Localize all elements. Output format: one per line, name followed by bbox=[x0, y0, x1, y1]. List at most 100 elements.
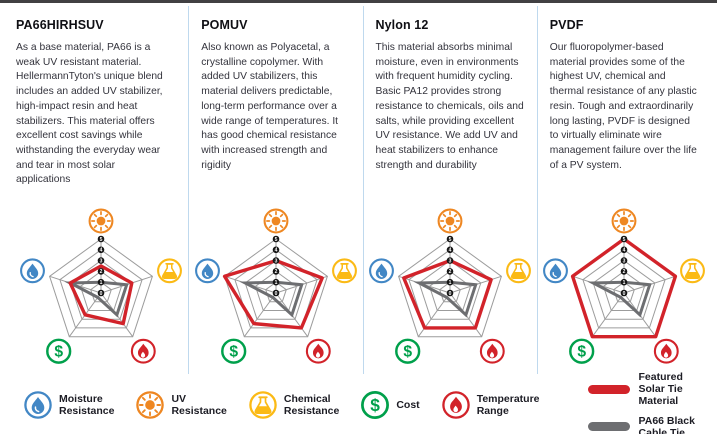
dollar-icon: $ bbox=[361, 391, 390, 419]
flask-icon bbox=[331, 258, 357, 284]
material-title: PVDF bbox=[549, 18, 584, 32]
reference-line-swatch bbox=[587, 422, 630, 432]
svg-text:$: $ bbox=[371, 395, 381, 415]
reference-series-line bbox=[587, 280, 653, 318]
series-row-featured: Featured Solar Tie Material bbox=[587, 371, 711, 408]
svg-text:4: 4 bbox=[449, 248, 452, 254]
flask-icon bbox=[680, 258, 706, 284]
svg-text:4: 4 bbox=[274, 248, 277, 254]
sun-icon bbox=[437, 208, 463, 234]
svg-text:1: 1 bbox=[100, 280, 103, 286]
legend-bar: Moisture Resistance UV Resistance Chemic… bbox=[24, 371, 711, 434]
legend-item-temperature: Temperature Range bbox=[441, 391, 540, 419]
radar-chart-svg: 0 1 2 3 4 5 $ bbox=[20, 208, 183, 364]
svg-text:$: $ bbox=[54, 344, 63, 361]
radar-chart-pomuv: 0 1 2 3 4 5 $ bbox=[189, 198, 362, 374]
featured-line-swatch bbox=[587, 384, 630, 394]
flame-icon bbox=[130, 338, 156, 364]
radar-chart-svg: 0 1 2 3 4 5 $ bbox=[543, 208, 706, 364]
series-label: Featured Solar Tie Material bbox=[638, 371, 683, 408]
svg-text:4: 4 bbox=[100, 248, 103, 254]
featured-series-line bbox=[68, 264, 134, 326]
svg-text:3: 3 bbox=[623, 258, 626, 264]
series-legend: Featured Solar Tie Material PA66 Black C… bbox=[587, 371, 711, 434]
reference-series-line bbox=[64, 280, 129, 318]
legend-item-cost: $ Cost bbox=[361, 391, 420, 419]
svg-text:2: 2 bbox=[100, 269, 103, 275]
dollar-icon: $ bbox=[569, 338, 595, 364]
droplet-icon bbox=[194, 258, 220, 284]
svg-text:5: 5 bbox=[100, 237, 103, 243]
legend-item-moisture: Moisture Resistance bbox=[24, 391, 114, 419]
flame-icon bbox=[305, 338, 331, 364]
svg-text:3: 3 bbox=[100, 258, 103, 264]
droplet-icon bbox=[369, 258, 395, 284]
legend-label: UV Resistance bbox=[171, 392, 227, 417]
svg-text:5: 5 bbox=[449, 237, 452, 243]
dollar-icon: $ bbox=[395, 338, 421, 364]
dollar-icon: $ bbox=[220, 338, 247, 364]
material-description: Our fluoropolymer-based material provide… bbox=[549, 42, 697, 171]
column-pa66hirhsuv: PA66HIRHSUV As a base material, PA66 is … bbox=[14, 6, 188, 374]
svg-text:0: 0 bbox=[100, 291, 103, 297]
flame-icon bbox=[479, 338, 505, 364]
svg-text:3: 3 bbox=[449, 258, 452, 264]
radar-chart-nylon12: 0 1 2 3 4 5 $ bbox=[364, 198, 537, 374]
radar-chart-pvdf: 0 1 2 3 4 5 $ bbox=[538, 198, 711, 374]
flask-icon bbox=[249, 391, 277, 419]
flame-icon bbox=[654, 338, 680, 364]
series-row-pa66: PA66 Black Cable Tie bbox=[587, 414, 711, 434]
material-description: This material absorbs minimal moisture, … bbox=[375, 42, 524, 171]
sun-icon bbox=[611, 208, 637, 234]
material-description: Also known as Polyacetal, a crystalline … bbox=[201, 42, 339, 171]
radar-chart-svg: 0 1 2 3 4 5 $ bbox=[369, 208, 532, 364]
svg-text:0: 0 bbox=[449, 291, 452, 297]
dollar-icon: $ bbox=[46, 338, 72, 364]
legend-label: Moisture Resistance bbox=[59, 392, 115, 417]
material-title: Nylon 12 bbox=[375, 18, 429, 32]
svg-text:0: 0 bbox=[274, 291, 277, 297]
legend-label: Chemical Resistance bbox=[283, 392, 340, 417]
svg-text:5: 5 bbox=[274, 237, 277, 243]
droplet-icon bbox=[543, 258, 569, 284]
column-pvdf: PVDF Our fluoropolymer-based material pr… bbox=[536, 6, 711, 374]
series-label: PA66 Black Cable Tie bbox=[638, 414, 695, 434]
svg-text:5: 5 bbox=[623, 237, 626, 243]
column-nylon12: Nylon 12 This material absorbs minimal m… bbox=[362, 6, 537, 374]
material-title: PA66HIRHSUV bbox=[16, 18, 104, 32]
svg-text:$: $ bbox=[578, 344, 587, 361]
svg-text:0: 0 bbox=[623, 291, 626, 297]
legend-item-chemical: Chemical Resistance bbox=[249, 391, 339, 419]
reference-series-line bbox=[413, 280, 478, 318]
droplet-icon bbox=[24, 391, 52, 419]
svg-text:$: $ bbox=[403, 344, 412, 361]
droplet-icon bbox=[20, 258, 46, 284]
svg-text:$: $ bbox=[229, 344, 238, 361]
legend-item-uv: UV Resistance bbox=[136, 391, 227, 419]
column-pomuv: POMUV Also known as Polyacetal, a crysta… bbox=[188, 6, 362, 374]
svg-text:2: 2 bbox=[449, 269, 452, 275]
flask-icon bbox=[506, 258, 532, 284]
featured-series-line bbox=[402, 258, 493, 330]
material-columns: PA66HIRHSUV As a base material, PA66 is … bbox=[0, 6, 717, 374]
svg-text:4: 4 bbox=[623, 248, 626, 254]
material-description: As a base material, PA66 is a weak UV re… bbox=[16, 42, 163, 186]
svg-text:1: 1 bbox=[623, 280, 626, 286]
flame-icon bbox=[441, 391, 470, 419]
reference-series-line bbox=[239, 280, 304, 318]
legend-label: Cost bbox=[396, 398, 420, 411]
material-title: POMUV bbox=[201, 18, 248, 32]
svg-text:1: 1 bbox=[274, 280, 277, 286]
featured-series-line bbox=[222, 258, 324, 330]
svg-text:1: 1 bbox=[449, 280, 452, 286]
sun-icon bbox=[88, 208, 114, 234]
svg-text:2: 2 bbox=[274, 269, 277, 275]
radar-chart-svg: 0 1 2 3 4 5 $ bbox=[194, 208, 357, 364]
legend-label: Temperature Range bbox=[476, 392, 540, 417]
featured-series-line bbox=[571, 237, 678, 339]
svg-text:3: 3 bbox=[274, 258, 277, 264]
sun-icon bbox=[136, 391, 165, 419]
flask-icon bbox=[157, 258, 183, 284]
sun-icon bbox=[263, 208, 289, 234]
